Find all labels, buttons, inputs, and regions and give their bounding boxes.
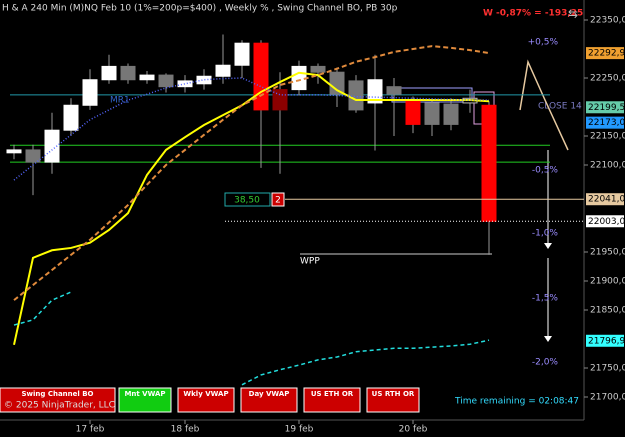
price-marker-label: 22173,00 — [588, 118, 625, 128]
count-box — [271, 192, 285, 207]
y-tick-label: 22250,00 — [590, 74, 625, 84]
candle-body — [310, 65, 326, 73]
candle-body — [120, 65, 136, 81]
price-marker — [586, 101, 624, 114]
price-marker — [586, 193, 624, 206]
toolbar-button[interactable]: Wkly VWAP — [177, 387, 235, 413]
price-marker-label: 22199,53 — [588, 103, 625, 113]
y-tick-label: 22100,00 — [590, 161, 625, 171]
price-marker — [586, 116, 624, 129]
toolbar-button[interactable]: US ETH OR — [303, 387, 361, 413]
indicator-line — [13, 291, 72, 326]
candle-body — [329, 71, 345, 95]
candle-body — [63, 104, 79, 131]
button-label: Wkly VWAP — [183, 390, 228, 398]
arrow-head — [544, 243, 552, 249]
candle-body — [481, 104, 497, 222]
wpp-label: WPP — [300, 257, 320, 267]
percent-label: +0,5% — [528, 38, 559, 48]
mr1-label: MR1 — [110, 96, 130, 106]
y-tick-label: 21850,00 — [590, 306, 625, 316]
price-marker — [586, 47, 624, 60]
arrow-head — [544, 336, 552, 342]
button-bg — [240, 387, 298, 413]
candle-body — [348, 80, 364, 111]
button-bg — [0, 387, 116, 413]
indicator-line — [13, 77, 489, 181]
x-tick-label: 19 feb — [285, 425, 314, 435]
box — [224, 192, 271, 207]
candle-body — [215, 64, 231, 77]
candle-body — [253, 42, 269, 111]
toolbar-button[interactable]: US RTH OR — [366, 387, 420, 413]
weekly-change: W -0,87% = -193,25 — [483, 9, 583, 19]
toolbar-button[interactable]: Swing Channel BO — [0, 387, 116, 413]
candle-body — [25, 149, 41, 163]
y-tick-label: 22150,00 — [590, 132, 625, 142]
projection-line — [519, 59, 569, 151]
button-bg — [366, 387, 420, 413]
price-marker-label: 22041,00 — [588, 195, 625, 205]
box-label: 38,50 — [234, 196, 260, 206]
price-marker-label: 21796,95 — [588, 336, 625, 346]
button-label: Day VWAP — [249, 390, 290, 398]
toolbar-button[interactable]: Day VWAP — [240, 387, 298, 413]
indicator-line — [13, 71, 490, 346]
price-marker-label: 22003,00 — [588, 217, 625, 227]
indicator-line — [241, 339, 490, 386]
close-icon[interactable]: ⇆ — [568, 7, 578, 21]
y-tick-label: 22350,00 — [590, 16, 625, 26]
percent-label: -0,5% — [532, 166, 559, 176]
percent-label: -2,0% — [532, 358, 559, 368]
candle-body — [139, 74, 155, 81]
candle-body — [158, 74, 174, 88]
price-marker-label: 22292,90 — [588, 49, 625, 59]
candle-body — [177, 80, 193, 88]
candle-body — [443, 103, 459, 125]
toolbar-button[interactable]: Mnt VWAP — [118, 387, 172, 413]
y-tick-label: 21700,00 — [590, 393, 625, 403]
percent-label: -1,0% — [532, 228, 559, 238]
candle-body — [82, 79, 98, 106]
candle-body — [6, 149, 22, 154]
candle-body — [44, 129, 60, 163]
x-tick-label: 17 feb — [76, 425, 105, 435]
copyright: © 2025 NinjaTrader, LLC — [4, 401, 115, 411]
candle-body — [101, 65, 117, 81]
x-tick-label: 20 feb — [399, 425, 428, 435]
price-marker — [586, 334, 624, 347]
close-label: CLOSE 14 — [538, 102, 582, 112]
x-tick-label: 18 feb — [171, 425, 200, 435]
candle-body — [234, 42, 250, 66]
button-bg — [303, 387, 361, 413]
button-label: US ETH OR — [311, 390, 354, 398]
button-bg — [118, 387, 172, 413]
count-label: 2 — [275, 196, 281, 206]
y-tick-label: 21900,00 — [590, 277, 625, 287]
percent-label: -1,5% — [532, 293, 559, 303]
candle-body — [386, 86, 402, 95]
time-remaining: Time remaining = 02:08:47 — [454, 397, 579, 407]
button-label: Swing Channel BO — [21, 390, 93, 398]
button-label: US RTH OR — [372, 390, 415, 398]
price-marker — [586, 215, 624, 228]
header-title: H & A 240 Min (M)NQ Feb 10 (1%=200p=$400… — [2, 4, 398, 14]
y-tick-label: 21750,00 — [590, 364, 625, 374]
candle-body — [405, 99, 421, 125]
button-label: Mnt VWAP — [124, 390, 165, 398]
y-tick-label: 21950,00 — [590, 248, 625, 258]
button-bg — [177, 387, 235, 413]
candle-body — [272, 89, 288, 111]
candle-body — [424, 102, 440, 125]
